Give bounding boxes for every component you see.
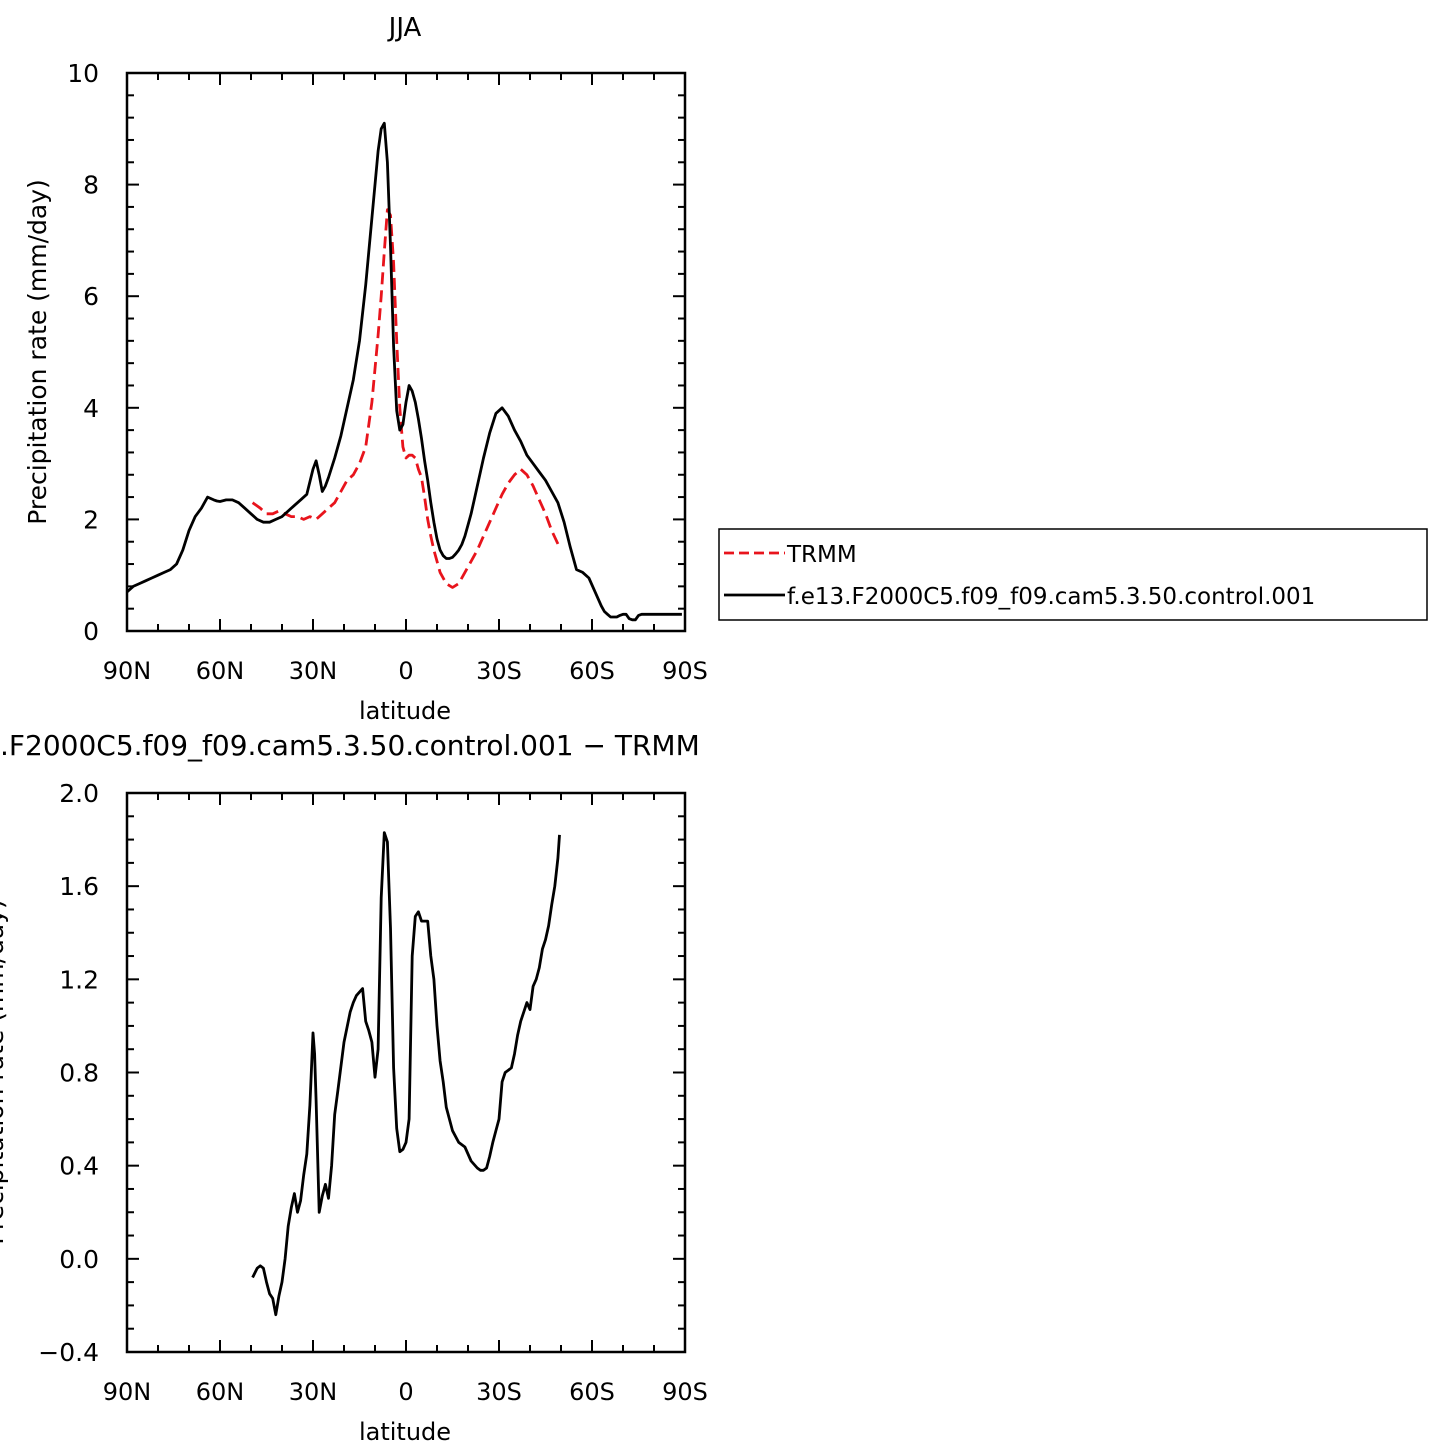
y-tick-label: 2.0 (59, 779, 99, 808)
x-tick-label: 60S (569, 657, 615, 685)
y-tick-label: 1.2 (59, 965, 99, 994)
y-axis-label: Precipitation rate (mm/day) (0, 899, 9, 1245)
y-axis-label: Precipitation rate (mm/day) (23, 179, 52, 525)
bottom-panel: .F2000C5.f09_f09.cam5.3.50.control.001 −… (0, 729, 708, 1446)
legend-label-model: f.e13.F2000C5.f09_f09.cam5.3.50.control.… (787, 584, 1315, 610)
y-tick-label: 0.8 (59, 1059, 99, 1088)
y-tick-label: 10 (67, 59, 99, 88)
x-tick-label: 90S (662, 1378, 708, 1406)
x-axis-label: latitude (359, 1418, 451, 1446)
x-tick-label: 0 (398, 1378, 413, 1406)
x-tick-label: 30S (476, 1378, 522, 1406)
y-tick-labels: −0.4 0.0 0.4 0.8 1.2 1.6 2.0 (38, 779, 99, 1367)
x-tick-label: 90N (103, 1378, 152, 1406)
legend: TRMM f.e13.F2000C5.f09_f09.cam5.3.50.con… (718, 528, 1428, 621)
axis-ticks (126, 792, 686, 1353)
y-tick-label: 2 (83, 505, 99, 534)
x-tick-label: 30N (289, 657, 338, 685)
y-tick-label: 0.0 (59, 1245, 99, 1274)
x-tick-label: 30S (476, 657, 522, 685)
x-tick-label: 90S (662, 657, 708, 685)
y-tick-label: 6 (83, 282, 99, 311)
x-tick-label: 90N (103, 657, 152, 685)
legend-label-trmm: TRMM (786, 542, 857, 568)
series-lines (126, 121, 682, 622)
x-tick-label: 30N (289, 1378, 338, 1406)
series-line-0 (251, 831, 561, 1317)
y-tick-label: 1.6 (59, 872, 99, 901)
plot-frame (125, 791, 687, 1354)
y-tick-label: 4 (83, 394, 99, 423)
top-panel: JJA 0 2 4 6 8 10 90N 60N 30N 0 30S 60S 90S Precipit… (23, 13, 1428, 725)
series-lines (251, 831, 561, 1317)
y-tick-labels: 0 2 4 6 8 10 (67, 59, 99, 646)
y-tick-label: −0.4 (38, 1338, 99, 1367)
series-line-0 (251, 208, 561, 589)
x-tick-label: 60N (196, 1378, 245, 1406)
x-tick-labels: 90N 60N 30N 0 30S 60S 90S (103, 657, 708, 685)
x-tick-labels: 90N 60N 30N 0 30S 60S 90S (103, 1378, 708, 1406)
difference-chart-title: .F2000C5.f09_f09.cam5.3.50.control.001 −… (0, 729, 700, 762)
series-line-1 (126, 121, 682, 622)
chart-title: JJA (387, 13, 422, 43)
x-tick-label: 60N (196, 657, 245, 685)
plot-frame (125, 71, 687, 633)
x-tick-label: 0 (398, 657, 413, 685)
y-tick-label: 8 (83, 171, 99, 200)
axis-ticks (126, 72, 686, 632)
legend-box (718, 528, 1428, 621)
y-tick-label: 0.4 (59, 1152, 99, 1181)
x-tick-label: 60S (569, 1378, 615, 1406)
y-tick-label: 0 (83, 617, 99, 646)
x-axis-label: latitude (359, 697, 451, 725)
